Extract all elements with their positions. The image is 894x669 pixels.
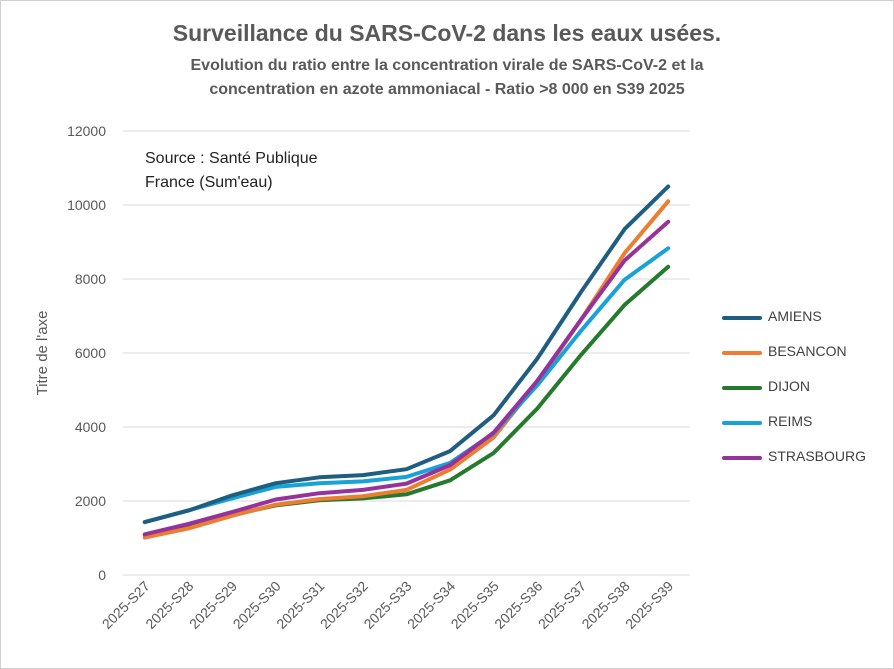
legend-label: DIJON: [768, 378, 810, 394]
legend-label: REIMS: [768, 413, 813, 429]
legend-swatch: [722, 351, 762, 355]
series-line-besancon: [142, 199, 671, 540]
legend-label: BESANCON: [768, 343, 847, 359]
y-tick-label: 12000: [67, 123, 106, 139]
legend-label: STRASBOURG: [768, 448, 867, 464]
y-axis-title: Titre de l'axe: [34, 311, 51, 396]
series-line-strasbourg: [142, 219, 671, 537]
legend-label: AMIENS: [768, 308, 822, 324]
chart-subtitle-line2: concentration en azote ammoniacal - Rati…: [209, 81, 685, 98]
y-tick-label: 10000: [67, 197, 106, 213]
source-annotation-line1: Source : Santé Publique: [145, 150, 318, 167]
y-tick-label: 8000: [75, 271, 106, 287]
legend-swatch: [722, 456, 762, 460]
source-annotation-line2: France (Sum'eau): [145, 174, 273, 191]
y-tick-label: 0: [98, 567, 106, 583]
y-tick-label: 6000: [75, 345, 106, 361]
chart-subtitle-line1: Evolution du ratio entre la concentratio…: [190, 57, 704, 74]
series-line-amiens: [142, 184, 671, 525]
legend-swatch: [722, 386, 762, 390]
source-annotation: Source : Santé Publique France (Sum'eau): [145, 147, 318, 195]
legend-swatch: [722, 421, 762, 425]
y-tick-label: 4000: [75, 419, 106, 435]
legend-swatch: [722, 316, 762, 320]
chart-title: Surveillance du SARS-CoV-2 dans les eaux…: [172, 20, 722, 46]
y-tick-label: 2000: [75, 493, 106, 509]
series-line-reims: [142, 246, 671, 525]
x-tick-label: 2025-S39: [622, 578, 676, 632]
